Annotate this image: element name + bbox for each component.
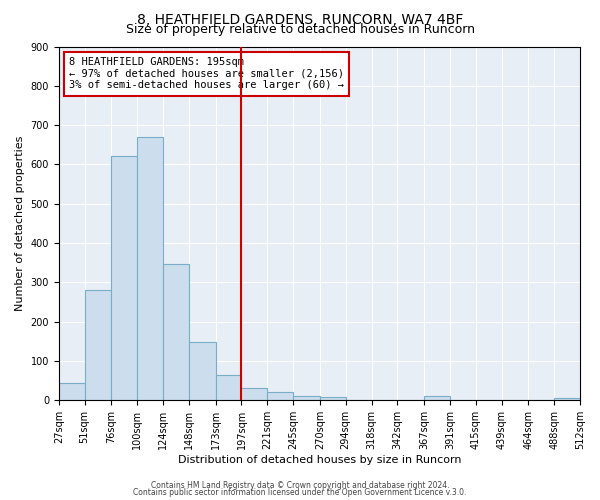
Bar (189, 342, 215, 400)
Text: Contains HM Land Registry data © Crown copyright and database right 2024.: Contains HM Land Registry data © Crown c… (151, 480, 449, 490)
X-axis label: Distribution of detached houses by size in Runcorn: Distribution of detached houses by size … (178, 455, 461, 465)
Text: Contains public sector information licensed under the Open Government Licence v.: Contains public sector information licen… (133, 488, 467, 497)
Text: 8, HEATHFIELD GARDENS, RUNCORN, WA7 4BF: 8, HEATHFIELD GARDENS, RUNCORN, WA7 4BF (137, 12, 463, 26)
Bar (267, 392, 293, 400)
Bar (59, 383, 85, 400)
Bar (215, 375, 241, 400)
Bar (554, 398, 580, 400)
Bar (424, 396, 450, 400)
Bar (163, 264, 189, 400)
Bar (137, 136, 163, 400)
Bar (293, 396, 320, 400)
Bar (85, 290, 112, 401)
Text: Size of property relative to detached houses in Runcorn: Size of property relative to detached ho… (125, 22, 475, 36)
Y-axis label: Number of detached properties: Number of detached properties (15, 136, 25, 311)
Text: 8 HEATHFIELD GARDENS: 195sqm
← 97% of detached houses are smaller (2,156)
3% of : 8 HEATHFIELD GARDENS: 195sqm ← 97% of de… (69, 57, 344, 90)
Bar (241, 388, 267, 400)
Bar (320, 397, 346, 400)
Bar (112, 156, 137, 400)
